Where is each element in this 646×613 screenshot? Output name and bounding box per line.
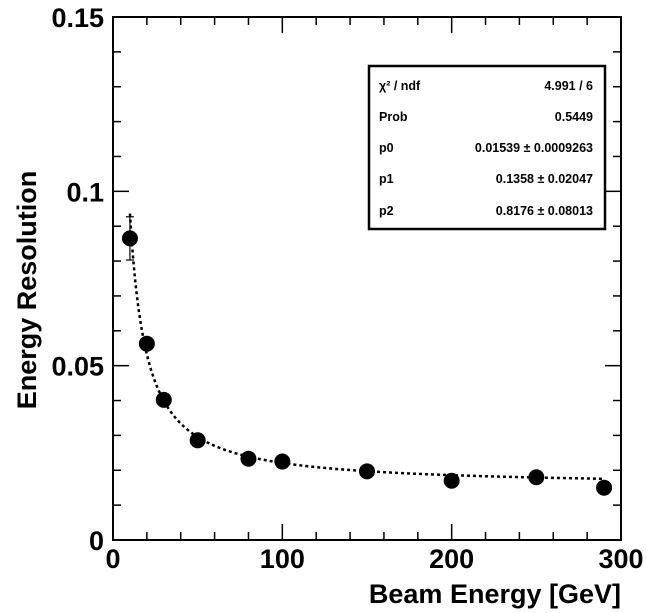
y-tick-label: 0.15 [51, 3, 104, 33]
y-tick-label: 0.05 [51, 352, 104, 382]
stats-row-prob-value: 0.5449 [555, 110, 593, 124]
data-point [138, 335, 155, 352]
axis-ticks [112, 16, 622, 541]
data-point [274, 453, 291, 470]
stats-row-chi2-label: χ² / ndf [379, 79, 421, 93]
stats-box-frame [367, 64, 607, 231]
data-point [443, 472, 460, 489]
data-point [596, 479, 613, 496]
y-tick-label: 0.1 [66, 177, 104, 207]
stats-row-p2-label: p2 [379, 204, 394, 218]
data-point [189, 432, 206, 449]
data-point [121, 230, 138, 247]
y-axis-label: Energy Resolution [12, 171, 42, 410]
data-point [155, 391, 172, 408]
x-tick-label: 200 [429, 544, 474, 574]
stats-row-p1-value: 0.1358 ± 0.02047 [496, 172, 593, 186]
stats-row-p0-label: p0 [379, 141, 394, 155]
data-points [121, 216, 613, 496]
stats-row-prob-label: Prob [379, 110, 408, 124]
data-point [359, 463, 375, 480]
x-tick-label: 100 [260, 544, 305, 574]
stats-row-p0-value: 0.01539 ± 0.0009263 [475, 141, 593, 155]
tick-labels: 0 100 200 300 0 0.05 0.1 0.15 [51, 3, 643, 574]
x-axis-label: Beam Energy [GeV] [369, 579, 621, 609]
x-tick-label: 300 [598, 544, 643, 574]
y-tick-label: 0 [89, 526, 104, 556]
stats-row-p1-label: p1 [379, 172, 394, 186]
data-point [528, 469, 545, 486]
plot-frame [112, 16, 622, 541]
data-point [240, 450, 257, 467]
stats-row-chi2-value: 4.991 / 6 [544, 79, 593, 93]
stats-box: χ² / ndf 4.991 / 6 Prob 0.5449 p0 0.0153… [367, 64, 607, 231]
x-tick-label: 0 [105, 544, 120, 574]
stats-row-p2-value: 0.8176 ± 0.08013 [496, 204, 593, 218]
